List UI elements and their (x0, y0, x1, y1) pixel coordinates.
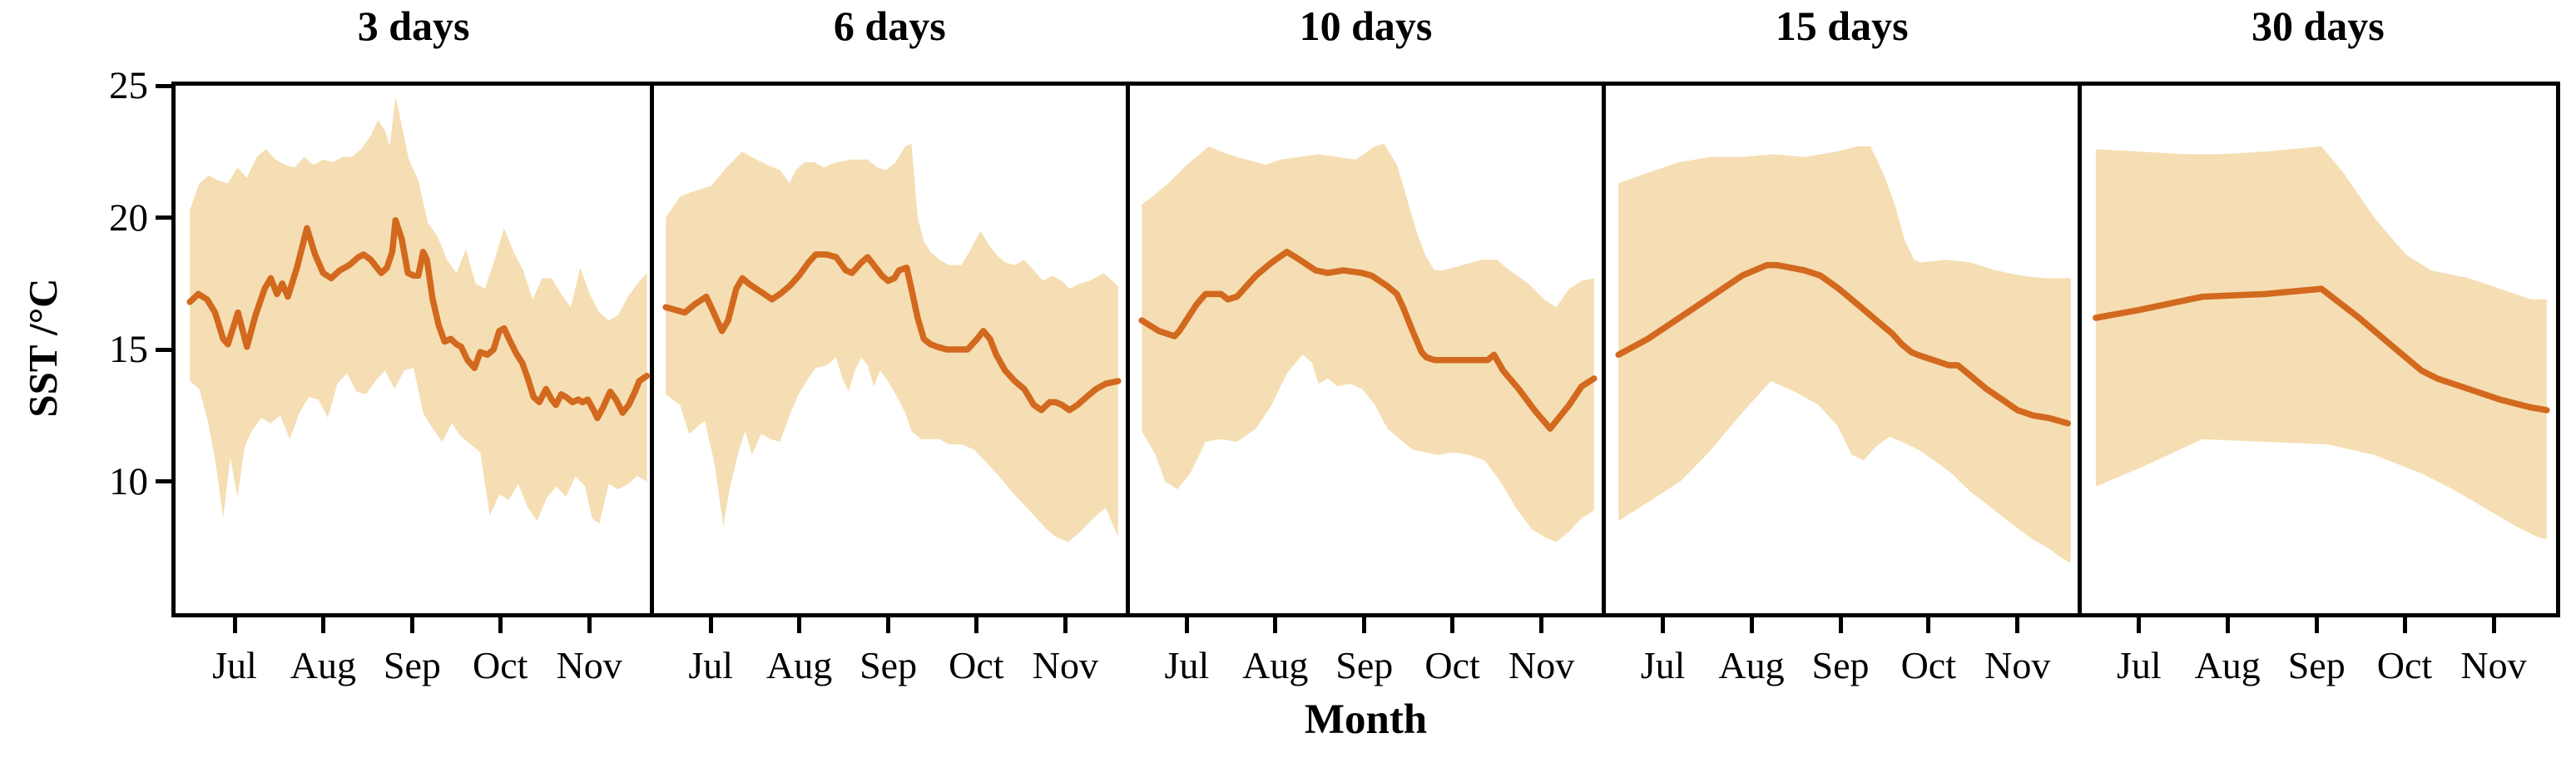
x-tick-mark (498, 615, 503, 633)
x-tick-label-Nov: Nov (1508, 644, 1575, 686)
panel-title-3-days: 3 days (357, 2, 470, 49)
panel-divider (2078, 82, 2083, 617)
mean-sst-line (186, 216, 651, 422)
x-tick-label-Sep: Sep (1811, 644, 1870, 686)
panel-title-10-days: 10 days (1299, 2, 1433, 49)
x-tick-mark (1063, 615, 1068, 633)
y-tick-label-20: 20 (109, 196, 148, 240)
x-tick-label-Sep: Sep (383, 644, 441, 686)
x-tick-label-Jul: Jul (2116, 644, 2162, 686)
x-tick-mark (1838, 615, 1843, 633)
bottom-spine (171, 613, 2560, 617)
panel-plot-3-days (176, 86, 651, 613)
x-tick-mark (1184, 615, 1189, 633)
right-spine (2556, 82, 2560, 617)
x-tick-mark (232, 615, 237, 633)
x-tick-label-Sep: Sep (1335, 644, 1394, 686)
x-tick-mark (2314, 615, 2319, 633)
x-tick-mark (886, 615, 891, 633)
x-tick-label-Aug: Aug (1242, 644, 1309, 686)
x-tick-mark (2015, 615, 2020, 633)
x-tick-mark (2402, 615, 2407, 633)
panel-plot-6-days (651, 86, 1127, 613)
panel-plot-30-days (2080, 86, 2556, 613)
panel-title-15-days: 15 days (1775, 2, 1909, 49)
x-tick-label-Aug: Aug (1718, 644, 1785, 686)
x-tick-mark (1749, 615, 1754, 633)
panel-plot-15-days (1604, 86, 2080, 613)
mean-sst-line (1615, 261, 2071, 427)
x-tick-label-Oct: Oct (1900, 644, 1956, 686)
x-tick-label-Oct: Oct (2376, 644, 2433, 686)
x-tick-label-Oct: Oct (472, 644, 528, 686)
mean-sst-line (1138, 248, 1598, 432)
x-tick-label-Nov: Nov (1984, 644, 2051, 686)
x-tick-label-Aug: Aug (290, 644, 356, 686)
minmax-band (1617, 146, 2071, 563)
x-tick-label-Sep: Sep (859, 644, 918, 686)
x-tick-mark (797, 615, 802, 633)
x-tick-label-Jul: Jul (1640, 644, 1686, 686)
x-tick-label-Aug: Aug (765, 644, 833, 686)
x-tick-label-Nov: Nov (556, 644, 622, 686)
y-tick-label-10: 10 (109, 459, 148, 503)
x-tick-mark (708, 615, 713, 633)
x-tick-mark (1362, 615, 1367, 633)
x-tick-label-Nov: Nov (2460, 644, 2527, 686)
x-tick-label-Aug: Aug (2194, 644, 2261, 686)
minmax-band (666, 143, 1118, 542)
x-tick-mark (587, 615, 592, 633)
panel-divider (649, 82, 654, 617)
y-tick-mark (156, 83, 176, 88)
mean-sst-line (2092, 285, 2550, 414)
x-tick-label-Oct: Oct (949, 644, 1004, 686)
x-tick-label-Nov: Nov (1032, 644, 1098, 686)
panel-divider (1602, 82, 1607, 617)
x-tick-label-Jul: Jul (1164, 644, 1210, 686)
panel-title-30-days: 30 days (2252, 2, 2385, 49)
x-tick-label-Jul: Jul (688, 644, 734, 686)
minmax-band (190, 96, 647, 524)
x-tick-mark (2137, 615, 2142, 633)
y-tick-mark (156, 347, 176, 352)
y-tick-mark (156, 479, 176, 483)
x-tick-mark (409, 615, 414, 633)
x-tick-label-Jul: Jul (212, 644, 257, 686)
y-tick-mark (156, 216, 176, 220)
minmax-band (1142, 143, 1595, 542)
x-axis-label: Month (1304, 696, 1428, 743)
x-tick-mark (1661, 615, 1666, 633)
x-tick-mark (2225, 615, 2230, 633)
x-tick-mark (973, 615, 978, 633)
panel-title-6-days: 6 days (833, 2, 946, 49)
x-tick-mark (320, 615, 325, 633)
y-tick-label-25: 25 (109, 64, 148, 107)
x-tick-label-Sep: Sep (2287, 644, 2346, 686)
top-spine (171, 82, 2560, 86)
panel-plot-10-days (1127, 86, 1603, 613)
panel-divider (1125, 82, 1130, 617)
x-tick-mark (2491, 615, 2496, 633)
y-tick-label-15: 15 (109, 328, 148, 371)
x-tick-mark (1926, 615, 1931, 633)
x-tick-mark (1539, 615, 1544, 633)
minmax-band (2095, 146, 2547, 540)
x-tick-mark (1450, 615, 1455, 633)
x-tick-mark (1273, 615, 1278, 633)
mean-sst-line (662, 251, 1122, 414)
x-tick-label-Oct: Oct (1424, 644, 1480, 686)
left-spine (171, 82, 176, 617)
